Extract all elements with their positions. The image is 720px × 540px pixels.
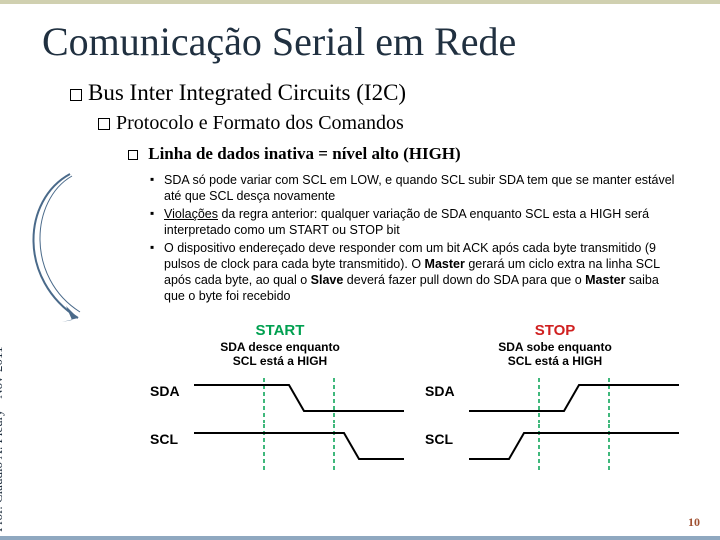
- start-title: START: [150, 322, 410, 339]
- bullet-item: Violações da regra anterior: qualquer va…: [150, 206, 680, 238]
- slide-title: Comunicação Serial em Rede: [42, 18, 516, 65]
- stop-scl-row: SCL: [425, 423, 685, 471]
- top-border: [0, 0, 720, 4]
- box-bullet-icon: [70, 89, 82, 101]
- start-panel: START SDA desce enquanto SCL está a HIGH…: [150, 322, 410, 471]
- scl-label: SCL: [425, 431, 453, 447]
- curved-arrow-icon: [22, 170, 122, 340]
- heading-2-text: Protocolo e Formato dos Comandos: [116, 112, 404, 134]
- scl-label: SCL: [150, 431, 178, 447]
- bullet-item: O dispositivo endereçado deve responder …: [150, 240, 680, 304]
- bullet-list: SDA só pode variar com SCL em LOW, e qua…: [150, 172, 680, 306]
- sda-label: SDA: [150, 383, 180, 399]
- start-scl-wave: [194, 423, 404, 471]
- heading-1: Bus Inter Integrated Circuits (I2C): [70, 80, 406, 106]
- sda-label: SDA: [425, 383, 455, 399]
- start-sda-row: SDA: [150, 375, 410, 423]
- side-author-label: Prof. Cláudio A. Fleury - Nov-2011: [0, 347, 6, 532]
- start-subtitle: SDA desce enquanto SCL está a HIGH: [150, 341, 410, 369]
- stop-title: STOP: [425, 322, 685, 339]
- box-bullet-icon: [128, 150, 138, 160]
- stop-subtitle: SDA sobe enquanto SCL está a HIGH: [425, 341, 685, 369]
- page-number: 10: [688, 515, 700, 530]
- heading-2: Protocolo e Formato dos Comandos: [98, 112, 404, 135]
- box-bullet-icon: [98, 118, 110, 130]
- bullet-item: SDA só pode variar com SCL em LOW, e qua…: [150, 172, 680, 204]
- heading-3-text: Linha de dados inativa = nível alto (HIG…: [148, 144, 460, 163]
- stop-panel: STOP SDA sobe enquanto SCL está a HIGH S…: [425, 322, 685, 471]
- timing-diagram: START SDA desce enquanto SCL está a HIGH…: [150, 322, 680, 502]
- start-scl-row: SCL: [150, 423, 410, 471]
- stop-sda-row: SDA: [425, 375, 685, 423]
- stop-scl-wave: [469, 423, 679, 471]
- bottom-border: [0, 536, 720, 540]
- start-sda-wave: [194, 375, 404, 423]
- stop-sda-wave: [469, 375, 679, 423]
- heading-1-text: Bus Inter Integrated Circuits (I2C): [88, 80, 406, 105]
- heading-3: Linha de dados inativa = nível alto (HIG…: [128, 144, 461, 164]
